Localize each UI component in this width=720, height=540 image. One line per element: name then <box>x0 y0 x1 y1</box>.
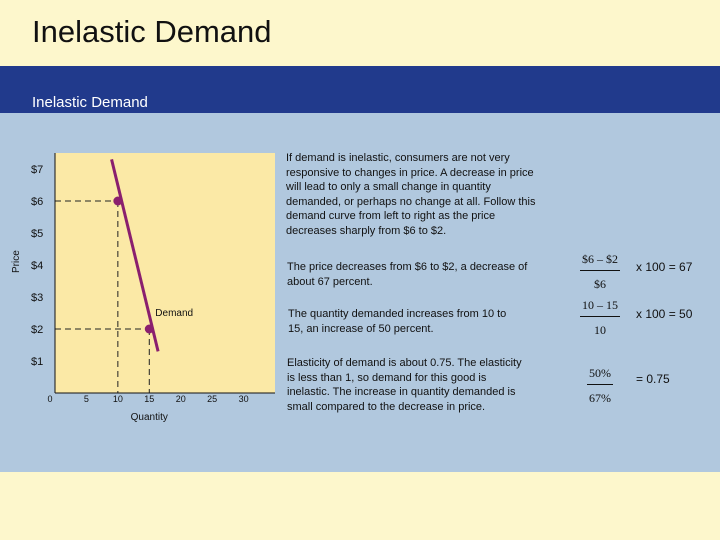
intro-text: If demand is inelastic, consumers are no… <box>286 152 536 237</box>
x-tick-label: 10 <box>113 394 123 404</box>
quantity-formula-denominator: 10 <box>594 323 606 337</box>
price-formula: $6 – $2 $6 <box>570 252 630 292</box>
x-tick-label: 25 <box>207 394 217 404</box>
quantity-change-text: The quantity demanded increases from 10 … <box>288 308 507 335</box>
demand-point <box>144 324 154 334</box>
price-change-text: The price decreases from $6 to $2, a dec… <box>287 261 528 288</box>
demand-curve-label: Demand <box>155 308 193 319</box>
y-tick-label: $7 <box>31 164 43 176</box>
quantity-formula: 10 – 15 10 <box>568 298 632 338</box>
y-tick-label: $6 <box>31 196 43 208</box>
elasticity-formula-result: = 0.75 <box>636 372 670 386</box>
x-axis-title: Quantity <box>131 412 168 423</box>
quantity-formula-result: x 100 = 50 <box>636 307 693 321</box>
y-axis-label: Price <box>11 250 22 273</box>
y-tick-label: $1 <box>31 356 43 368</box>
y-tick-label: $2 <box>31 324 43 336</box>
elasticity-formula-denominator: 67% <box>589 391 611 405</box>
x-tick-label: 5 <box>84 394 89 404</box>
slide-title: Inelastic Demand <box>32 14 272 49</box>
elasticity-formula-numerator: 50% <box>587 366 613 385</box>
price-formula-numerator: $6 – $2 <box>580 252 620 271</box>
elasticity-formula: 50% 67% <box>568 366 632 406</box>
price-formula-denominator: $6 <box>594 277 606 291</box>
x-tick-label: 30 <box>239 394 249 404</box>
y-tick-label: $3 <box>31 292 43 304</box>
y-tick-label: $5 <box>31 228 43 240</box>
demand-point <box>113 196 123 206</box>
y-tick-label: $4 <box>31 260 43 272</box>
y-axis-title: Price <box>11 250 22 273</box>
demand-curve <box>110 159 160 352</box>
x-tick-label: 15 <box>144 394 154 404</box>
plot-area <box>55 153 275 393</box>
x-tick-label: 0 <box>47 394 52 404</box>
demand-chart: $1 $2 $3 $4 $5 $6 $7 0 5 10 15 20 25 30 Quantity Deman… <box>31 153 275 423</box>
content-panel: $1 $2 $3 $4 $5 $6 $7 0 5 10 15 20 25 30 Quantity Deman… <box>0 113 720 472</box>
section-title: Inelastic Demand <box>32 94 148 111</box>
x-tick-label: 20 <box>176 394 186 404</box>
quantity-formula-numerator: 10 – 15 <box>580 298 620 317</box>
price-formula-result: x 100 = 67 <box>636 260 693 274</box>
header-band: Inelastic Demand <box>0 66 720 113</box>
elasticity-text: Elasticity of demand is about 0.75. The … <box>287 357 522 413</box>
